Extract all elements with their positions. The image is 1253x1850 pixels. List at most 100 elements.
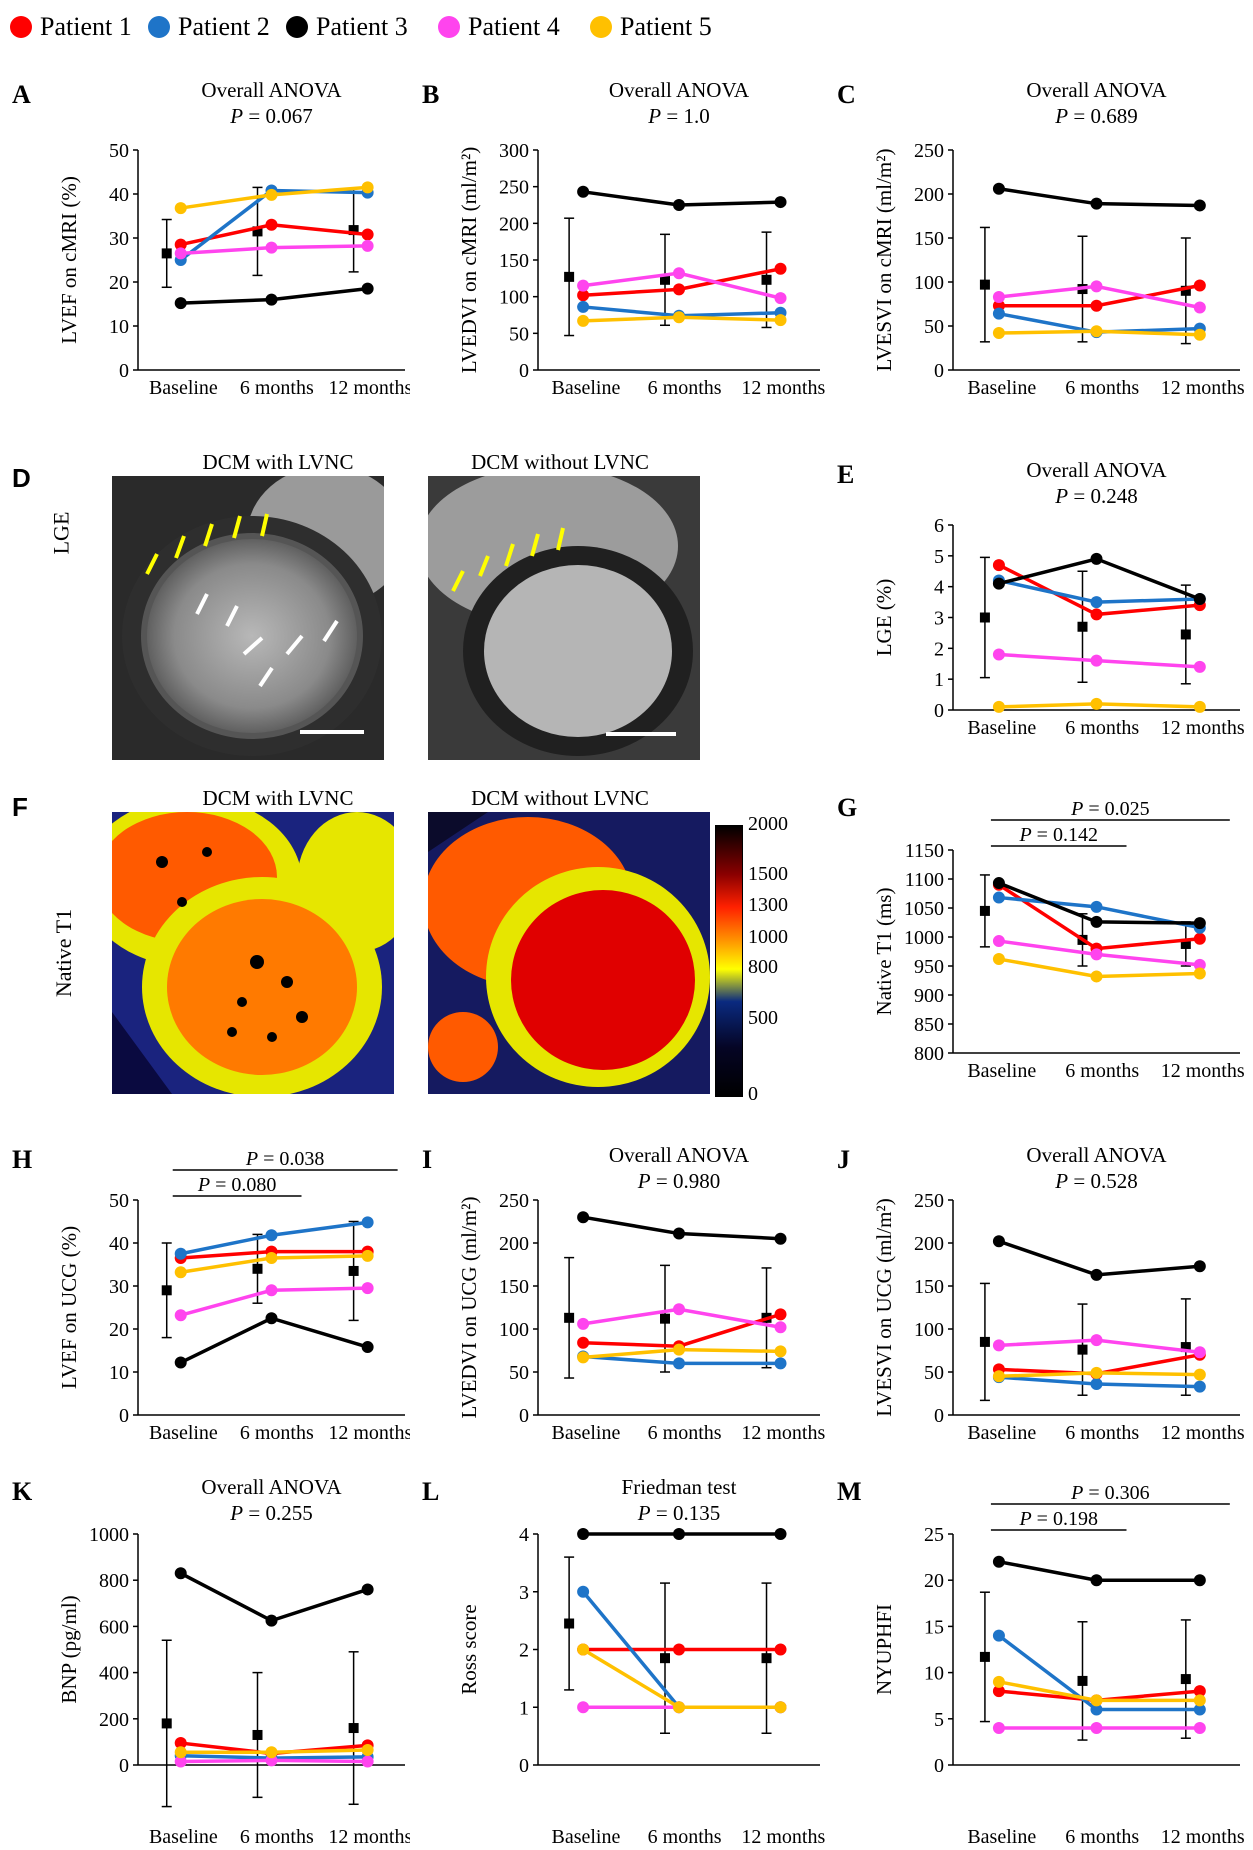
x-tick-label: 12 months (328, 1826, 410, 1848)
image-title-d-right: DCM without LVNC (471, 450, 649, 474)
x-tick-label: 12 months (1161, 717, 1245, 739)
data-point-patient-4 (265, 1284, 278, 1297)
x-tick-label: 6 months (240, 377, 314, 399)
y-tick-label: 800 (914, 1043, 944, 1065)
y-tick-label: 20 (109, 272, 129, 294)
y-tick-label: 0 (119, 360, 129, 382)
data-point-patient-5 (774, 314, 787, 327)
data-point-patient-4 (1193, 660, 1206, 673)
data-point-patient-5 (1090, 1694, 1103, 1707)
x-tick-label: 12 months (741, 1422, 825, 1444)
y-tick-label: 50 (109, 1190, 129, 1212)
legend-item-4: Patient 4 (438, 12, 560, 42)
data-point-patient-3 (992, 182, 1005, 195)
data-point-patient-4 (1090, 948, 1103, 961)
y-axis-label: Native T1 (ms) (872, 888, 896, 1016)
legend-item-1: Patient 1 (10, 12, 132, 42)
y-tick-label: 50 (509, 1362, 529, 1384)
data-point-patient-3 (1193, 1574, 1206, 1587)
y-tick-label: 10 (109, 316, 129, 338)
x-tick-label: 6 months (648, 377, 722, 399)
data-point-patient-3 (1193, 917, 1206, 930)
colorbar-tick-label: 1300 (748, 894, 788, 916)
x-tick-label: 6 months (240, 1826, 314, 1848)
y-tick-label: 20 (924, 1570, 944, 1592)
data-point-patient-3 (1193, 593, 1206, 605)
t1-colorbar (715, 825, 743, 1097)
mean-marker (761, 274, 772, 285)
x-tick-label: 6 months (1065, 1826, 1139, 1848)
y-tick-label: 0 (934, 700, 944, 722)
data-point-patient-5 (577, 1643, 590, 1656)
data-point-patient-1 (992, 559, 1005, 572)
mean-marker (1180, 629, 1191, 640)
data-point-patient-3 (673, 1528, 685, 1540)
data-point-patient-4 (174, 1309, 187, 1322)
panel-label: L (422, 1477, 439, 1506)
data-point-patient-2 (1090, 596, 1103, 609)
data-point-patient-4 (992, 290, 1005, 303)
data-point-patient-4 (1193, 958, 1206, 971)
legend-dot (10, 16, 32, 38)
data-point-patient-4 (577, 1317, 590, 1330)
y-axis-label: Ross score (457, 1604, 481, 1694)
colorbar-tick-label: 2000 (748, 813, 788, 835)
data-point-patient-1 (361, 228, 374, 241)
bracket-pvalue: P = 0.038 (245, 1148, 325, 1170)
y-tick-label: 150 (914, 228, 944, 250)
pvalue-text: = 0.528 (1068, 1169, 1138, 1193)
colorbar-tick-label: 1000 (748, 926, 788, 949)
data-point-patient-1 (992, 1685, 1005, 1698)
data-point-patient-2 (1193, 1380, 1206, 1393)
panel-label: G (837, 793, 857, 822)
y-tick-label: 20 (109, 1319, 129, 1341)
data-point-patient-3 (1090, 197, 1103, 210)
pvalue-text: = 0.980 (651, 1169, 721, 1193)
data-point-patient-5 (774, 1701, 787, 1714)
chart-title: Overall ANOVA (609, 1143, 750, 1167)
mean-marker (979, 612, 990, 623)
data-point-patient-4 (774, 292, 787, 305)
colorbar-tick-label: 1500 (748, 862, 788, 885)
data-point-patient-1 (1090, 299, 1103, 312)
y-axis-label: BNP (pg/ml) (57, 1595, 81, 1703)
legend: Patient 1 Patient 2 Patient 3 Patient 4 Pati… (0, 8, 800, 48)
chart-m: M P = 0.306 P = 0.198 0 5 10 15 20 25 NYUPHFI Base… (837, 1477, 1245, 1848)
legend-item-3: Patient 3 (286, 12, 408, 42)
chart-title: Overall ANOVA (609, 78, 750, 102)
bracket-pvalue-text: = 0.038 (258, 1148, 324, 1170)
legend-item-2: Patient 2 (148, 12, 270, 42)
y-tick-label: 250 (499, 177, 529, 199)
legend-dot (286, 16, 308, 38)
data-point-patient-4 (774, 1321, 787, 1334)
data-point-patient-3 (673, 1227, 685, 1240)
pvalue-text: = 1.0 (661, 104, 710, 128)
y-tick-label: 40 (109, 184, 129, 206)
mean-marker (348, 1723, 359, 1734)
x-tick-label: Baseline (149, 1422, 218, 1444)
y-tick-label: 5 (934, 546, 944, 568)
data-point-patient-1 (265, 218, 278, 231)
data-point-patient-5 (1090, 970, 1103, 983)
data-point-patient-3 (992, 1235, 1005, 1248)
y-tick-label: 30 (109, 228, 129, 250)
mean-marker (348, 1265, 359, 1276)
data-point-patient-3 (577, 185, 590, 198)
mean-marker (1180, 285, 1191, 296)
mean-marker (979, 279, 990, 290)
y-tick-label: 100 (499, 1319, 529, 1341)
data-point-patient-2 (577, 1585, 590, 1598)
lge-image-with-lvnc (112, 476, 384, 760)
data-point-patient-4 (361, 1755, 374, 1768)
native-t1-side-label: Native T1 (51, 908, 77, 998)
panel-label: I (422, 1145, 432, 1174)
x-tick-label: 12 months (328, 377, 410, 399)
mean-marker (979, 1651, 990, 1662)
y-tick-label: 30 (109, 1276, 129, 1298)
data-point-patient-3 (174, 1567, 187, 1580)
colorbar-tick-label: 500 (748, 1007, 778, 1030)
data-point-patient-4 (174, 1755, 187, 1768)
mean-marker (564, 271, 575, 282)
chart-pvalue: P = 0.689 (1054, 104, 1137, 128)
